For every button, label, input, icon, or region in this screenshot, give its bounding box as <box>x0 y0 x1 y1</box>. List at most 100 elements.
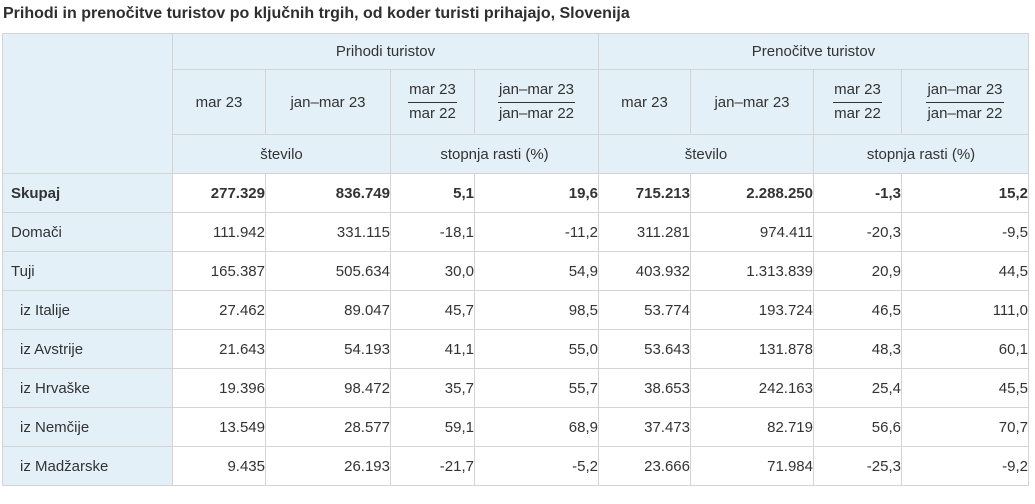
data-cell: 403.932 <box>598 251 691 291</box>
data-cell: 974.411 <box>690 212 814 252</box>
table-row: Skupaj 277.329 836.749 5,1 19,6 715.213 2.288.… <box>2 173 1029 213</box>
data-cell: -20,3 <box>813 212 902 252</box>
ratio-denominator: jan–mar 22 <box>498 104 575 122</box>
data-cell: 836.749 <box>265 173 391 213</box>
data-cell: 45,7 <box>390 290 475 330</box>
data-cell: 46,5 <box>813 290 902 330</box>
data-cell: 35,7 <box>390 368 475 408</box>
data-cell: 98,5 <box>474 290 599 330</box>
data-cell: 38.653 <box>598 368 691 408</box>
table-row: iz Hrvaške 19.396 98.472 35,7 55,7 38.653 242.… <box>2 368 1029 408</box>
data-cell: 44,5 <box>901 251 1029 291</box>
data-cell: 21.643 <box>172 329 266 369</box>
data-cell: -18,1 <box>390 212 475 252</box>
data-cell: 89.047 <box>265 290 391 330</box>
data-cell: 277.329 <box>172 173 266 213</box>
group-header-arrivals: Prihodi turistov <box>172 33 599 70</box>
data-cell: 19,6 <box>474 173 599 213</box>
data-cell: 55,0 <box>474 329 599 369</box>
unit-header-growth: stopnja rasti (%) <box>813 134 1029 174</box>
data-cell: 2.288.250 <box>690 173 814 213</box>
data-cell: 165.387 <box>172 251 266 291</box>
table-body: Skupaj 277.329 836.749 5,1 19,6 715.213 2.288.… <box>2 173 1029 486</box>
table-row: iz Nemčije 13.549 28.577 59,1 68,9 37.473 82.7… <box>2 407 1029 447</box>
ratio-denominator: mar 22 <box>409 104 456 122</box>
data-cell: 715.213 <box>598 173 691 213</box>
data-cell: 23.666 <box>598 446 691 486</box>
table-row: Tuji 165.387 505.634 30,0 54,9 403.932 1.313.8… <box>2 251 1029 291</box>
ratio-fraction: mar 23 mar 22 <box>408 80 457 124</box>
data-cell: 15,2 <box>901 173 1029 213</box>
data-cell: 53.643 <box>598 329 691 369</box>
data-cell: 13.549 <box>172 407 266 447</box>
period-header-month: mar 23 <box>172 69 266 135</box>
data-cell: 242.163 <box>690 368 814 408</box>
row-label: Skupaj <box>2 173 173 213</box>
row-label: iz Avstrije <box>2 329 173 369</box>
data-cell: 19.396 <box>172 368 266 408</box>
data-cell: 131.878 <box>690 329 814 369</box>
data-cell: 98.472 <box>265 368 391 408</box>
data-cell: 26.193 <box>265 446 391 486</box>
data-cell: 41,1 <box>390 329 475 369</box>
data-cell: 70,7 <box>901 407 1029 447</box>
ratio-numerator: jan–mar 23 <box>497 80 576 103</box>
period-header-ratio-month: mar 23 mar 22 <box>390 69 475 135</box>
data-cell: 54,9 <box>474 251 599 291</box>
data-cell: 331.115 <box>265 212 391 252</box>
data-cell: -5,2 <box>474 446 599 486</box>
data-cell: 71.984 <box>690 446 814 486</box>
row-label: Domači <box>2 212 173 252</box>
ratio-denominator: mar 22 <box>834 104 881 122</box>
ratio-numerator: jan–mar 23 <box>926 80 1004 103</box>
data-cell: 193.724 <box>690 290 814 330</box>
data-cell: 28.577 <box>265 407 391 447</box>
corner-cell <box>2 33 173 174</box>
row-label: iz Italije <box>2 290 173 330</box>
table-row: Domači 111.942 331.115 -18,1 -11,2 311.281 974… <box>2 212 1029 252</box>
period-header-range: jan–mar 23 <box>690 69 814 135</box>
row-label: Tuji <box>2 251 173 291</box>
data-cell: 311.281 <box>598 212 691 252</box>
table-header: Prihodi turistov Prenočitve turistov mar… <box>2 33 1029 174</box>
data-cell: 505.634 <box>265 251 391 291</box>
data-cell: -11,2 <box>474 212 599 252</box>
data-cell: 27.462 <box>172 290 266 330</box>
data-cell: 37.473 <box>598 407 691 447</box>
period-header-month: mar 23 <box>598 69 691 135</box>
data-cell: 55,7 <box>474 368 599 408</box>
ratio-fraction: jan–mar 23 jan–mar 22 <box>497 80 576 124</box>
data-cell: -9,2 <box>901 446 1029 486</box>
data-cell: 48,3 <box>813 329 902 369</box>
data-cell: 9.435 <box>172 446 266 486</box>
row-label: iz Hrvaške <box>2 368 173 408</box>
data-cell: 1.313.839 <box>690 251 814 291</box>
table-row: iz Madžarske 9.435 26.193 -21,7 -5,2 23.666 71… <box>2 446 1029 486</box>
data-cell: -1,3 <box>813 173 902 213</box>
data-cell: 45,5 <box>901 368 1029 408</box>
ratio-fraction: mar 23 mar 22 <box>833 80 882 124</box>
data-cell: 56,6 <box>813 407 902 447</box>
period-header-ratio-range: jan–mar 23 jan–mar 22 <box>901 69 1029 135</box>
row-label: iz Madžarske <box>2 446 173 486</box>
data-cell: 25,4 <box>813 368 902 408</box>
unit-header-count: število <box>172 134 391 174</box>
data-cell: 111,0 <box>901 290 1029 330</box>
row-label: iz Nemčije <box>2 407 173 447</box>
data-cell: 30,0 <box>390 251 475 291</box>
data-cell: 68,9 <box>474 407 599 447</box>
data-cell: 5,1 <box>390 173 475 213</box>
data-cell: 59,1 <box>390 407 475 447</box>
period-header-ratio-range: jan–mar 23 jan–mar 22 <box>474 69 599 135</box>
ratio-fraction: jan–mar 23 jan–mar 22 <box>926 80 1004 124</box>
ratio-numerator: mar 23 <box>833 80 882 103</box>
table-row: iz Italije 27.462 89.047 45,7 98,5 53.774 193.… <box>2 290 1029 330</box>
ratio-numerator: mar 23 <box>408 80 457 103</box>
data-cell: -21,7 <box>390 446 475 486</box>
data-cell: 111.942 <box>172 212 266 252</box>
unit-header-count: število <box>598 134 814 174</box>
data-cell: -25,3 <box>813 446 902 486</box>
table-row: iz Avstrije 21.643 54.193 41,1 55,0 53.643 131… <box>2 329 1029 369</box>
data-cell: 82.719 <box>690 407 814 447</box>
data-cell: -9,5 <box>901 212 1029 252</box>
